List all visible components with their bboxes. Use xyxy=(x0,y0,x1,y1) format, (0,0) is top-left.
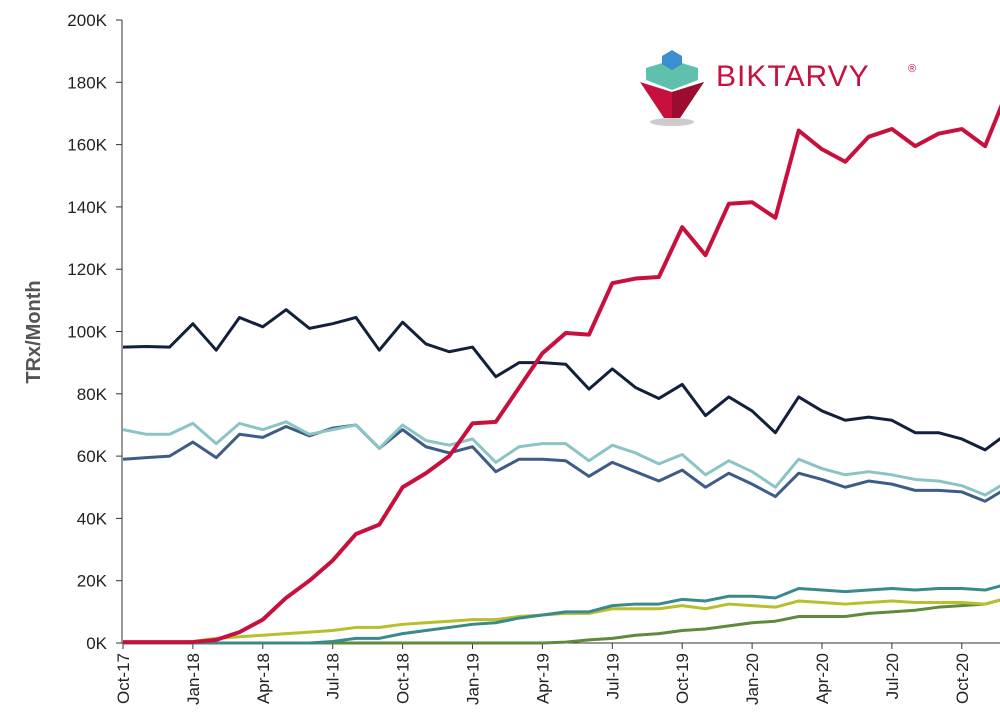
x-tick-label: Jul-20 xyxy=(883,653,902,699)
y-axis-label: TRx/Month xyxy=(23,280,45,383)
y-tick-label: 60K xyxy=(77,447,108,466)
logo-middle xyxy=(646,60,698,90)
series-line xyxy=(122,308,1000,452)
logo: BIKTARVY ® xyxy=(640,50,916,126)
x-tick-label: Oct-19 xyxy=(673,653,692,704)
x-tick-label: Jan-18 xyxy=(184,653,203,705)
logo-shadow xyxy=(650,118,694,126)
logo-text: BIKTARVY xyxy=(716,60,870,93)
y-tick-label: 80K xyxy=(77,385,108,404)
y-tick-label: 160K xyxy=(67,136,107,155)
y-tick-label: 20K xyxy=(77,572,108,591)
x-tick-label: Jul-18 xyxy=(324,653,343,699)
logo-base-side xyxy=(672,82,704,118)
x-tick-label: Apr-19 xyxy=(533,653,552,704)
y-tick-label: 0K xyxy=(86,634,107,653)
series-line xyxy=(122,423,1000,503)
logo-mark: ® xyxy=(908,63,916,75)
y-tick-label: 40K xyxy=(77,509,108,528)
x-tick-label: Oct-17 xyxy=(114,653,133,704)
x-tick-label: Oct-20 xyxy=(953,653,972,704)
series-line xyxy=(123,598,1000,645)
x-tick-label: Apr-20 xyxy=(813,653,832,704)
series-line xyxy=(123,584,1000,645)
x-tick-label: Jul-19 xyxy=(603,653,622,699)
y-tick-label: 180K xyxy=(67,73,107,92)
y-tick-label: 140K xyxy=(67,198,107,217)
y-tick-label: 100K xyxy=(67,323,107,342)
y-tick-label: 200K xyxy=(67,11,107,30)
x-tick-label: Jan-19 xyxy=(464,653,483,705)
x-tick-label: Jan-20 xyxy=(743,653,762,705)
x-tick-label: Oct-18 xyxy=(394,653,413,704)
series-line xyxy=(122,420,1000,497)
logo-top xyxy=(662,50,682,70)
x-tick-label: Apr-18 xyxy=(254,653,273,704)
y-tick-label: 120K xyxy=(67,260,107,279)
series-line xyxy=(123,103,1000,645)
